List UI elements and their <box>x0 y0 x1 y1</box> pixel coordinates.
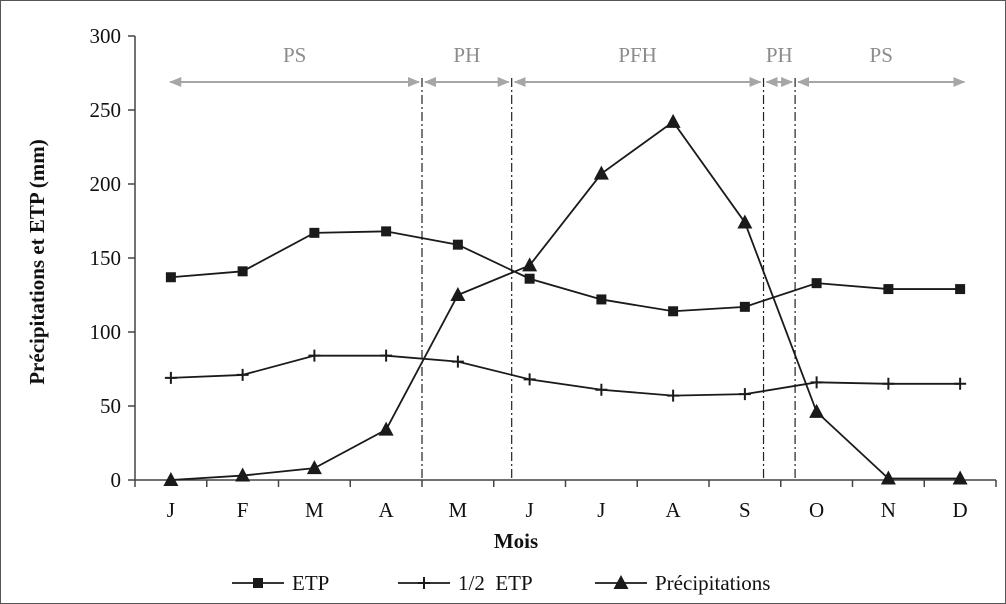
data-point-1-2-etp <box>595 383 608 396</box>
data-point-1-2-etp <box>380 349 393 362</box>
x-tick-label: M <box>305 498 324 522</box>
x-tick-label: M <box>449 498 468 522</box>
data-point-1-2-etp <box>236 368 249 381</box>
period-label-ps: PS <box>870 43 893 67</box>
data-point-etp <box>309 227 320 238</box>
x-tick-label: O <box>809 498 824 522</box>
x-tick-label: A <box>379 498 395 522</box>
data-point-etp <box>955 284 966 295</box>
period-dividers <box>421 78 796 480</box>
x-tick-label: J <box>526 498 534 522</box>
data-point-etp <box>237 266 248 277</box>
series-etp <box>165 226 966 317</box>
data-point-1-2-etp <box>810 376 823 389</box>
x-tick-label: F <box>237 498 249 522</box>
data-point-etp <box>596 294 607 305</box>
data-point-1-2-etp <box>523 373 536 386</box>
legend-swatch-marker <box>418 577 430 589</box>
x-tick-label: J <box>597 498 605 522</box>
data-point-etp <box>524 273 535 284</box>
legend-item-precipitations: Précipitations <box>595 571 770 595</box>
legend-item-etp: ETP <box>232 571 329 595</box>
period-annotations: PS PH PFH PH PS <box>169 43 966 87</box>
data-point-1-2-etp <box>667 389 680 402</box>
x-axis-title: Mois <box>494 529 538 553</box>
legend-label-precipitations: Précipitations <box>655 571 770 595</box>
x-tick-label: J <box>167 498 175 522</box>
data-point-precipitations <box>522 257 538 272</box>
data-point-precipitations <box>737 214 753 229</box>
axes: 0 50 100 150 200 250 300 J F M A M J J A S O N D <box>90 24 997 522</box>
data-point-precipitations <box>809 403 825 418</box>
series-line-precipitations <box>170 120 961 481</box>
data-point-precipitations <box>665 113 681 128</box>
y-tick-label: 150 <box>90 246 122 270</box>
period-label-ph: PH <box>766 43 793 67</box>
legend-label-etp: ETP <box>292 571 329 595</box>
y-tick-label: 50 <box>100 394 121 418</box>
data-point-1-2-etp <box>954 377 967 390</box>
data-point-precipitations <box>952 470 968 485</box>
data-point-etp <box>668 306 679 317</box>
x-tick-label: A <box>666 498 682 522</box>
data-point-1-2-etp <box>308 349 321 362</box>
legend-swatch-marker <box>613 575 629 589</box>
data-point-precipitations <box>163 472 179 486</box>
data-point-1-2-etp <box>451 355 464 368</box>
data-point-etp <box>452 239 463 250</box>
data-point-etp <box>165 272 176 283</box>
legend-item-1-2-etp: 1/2 ETP <box>398 571 533 595</box>
series-group <box>163 113 968 486</box>
legend-swatch-marker <box>253 578 263 588</box>
y-tick-label: 100 <box>90 320 122 344</box>
data-point-etp <box>811 278 822 289</box>
x-tick-label: S <box>739 498 751 522</box>
axis-labels: Mois Précipitations et ETP (mm) <box>25 139 538 553</box>
y-tick-label: 0 <box>111 468 122 492</box>
series-precipitations <box>163 113 968 486</box>
data-point-precipitations <box>450 287 466 301</box>
y-axis-title: Précipitations et ETP (mm) <box>25 139 49 385</box>
data-point-precipitations <box>306 460 322 475</box>
series-1-2-etp <box>164 349 967 402</box>
series-line-etp <box>170 230 961 313</box>
period-label-ph: PH <box>453 43 480 67</box>
data-point-etp <box>381 226 392 237</box>
series-line-1-2-etp <box>170 354 961 397</box>
legend-label-1-2-etp: 1/2 ETP <box>458 571 533 595</box>
data-point-precipitations <box>378 421 394 436</box>
y-tick-label: 250 <box>90 98 122 122</box>
data-point-precipitations <box>593 165 609 180</box>
data-point-etp <box>883 284 894 295</box>
legend: ETP 1/2 ETP Précipitations <box>232 571 770 595</box>
period-label-ps: PS <box>283 43 306 67</box>
y-tick-label: 300 <box>90 24 122 48</box>
x-tick-label: N <box>881 498 896 522</box>
data-point-precipitations <box>235 467 251 482</box>
data-point-precipitations <box>880 470 896 485</box>
period-label-pfh: PFH <box>618 43 657 67</box>
data-point-etp <box>739 301 750 312</box>
x-tick-label: D <box>953 498 968 522</box>
data-point-1-2-etp <box>164 371 177 384</box>
data-point-1-2-etp <box>882 377 895 390</box>
data-point-1-2-etp <box>738 388 751 401</box>
y-tick-label: 200 <box>90 172 122 196</box>
